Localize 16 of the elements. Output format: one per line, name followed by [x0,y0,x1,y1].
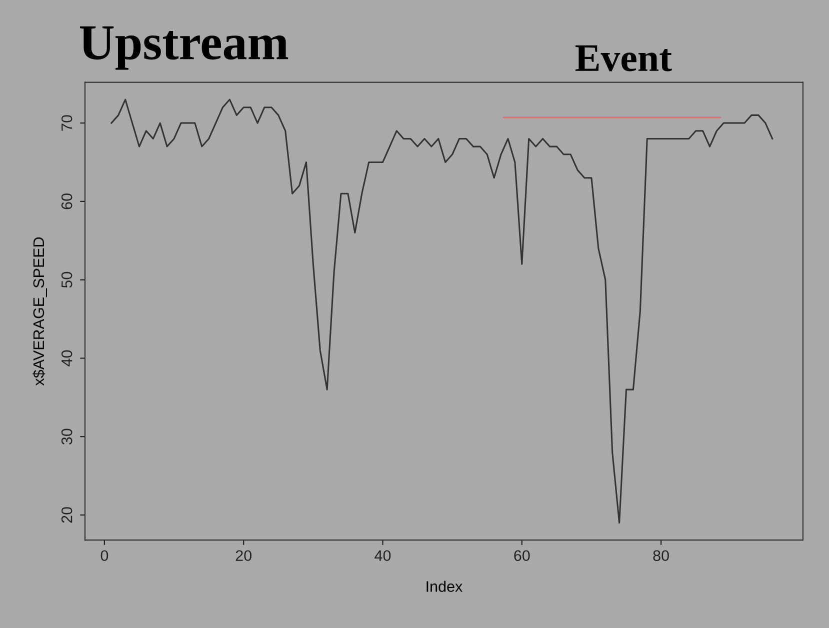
line-series [110,98,774,524]
x-tick-label: 60 [514,550,530,562]
x-tick-label: 20 [236,550,252,562]
x-tick-label: 40 [374,550,391,562]
x-tick-label: 80 [653,550,669,562]
y-tick-label: 70 [61,115,72,131]
y-tick-label: 50 [61,272,72,288]
y-tick-label: 30 [61,428,72,445]
chart-title: Upstream [80,26,288,70]
y-tick-label: 40 [61,350,72,366]
text: Event [575,45,672,72]
y-axis-title: x$AVERAGE_SPEED [32,237,47,386]
y-tick-label: 60 [61,194,72,210]
x-tick-label: 0 [100,550,108,562]
y-tick-label: 20 [61,507,72,523]
x-axis-title: Index [426,580,462,592]
